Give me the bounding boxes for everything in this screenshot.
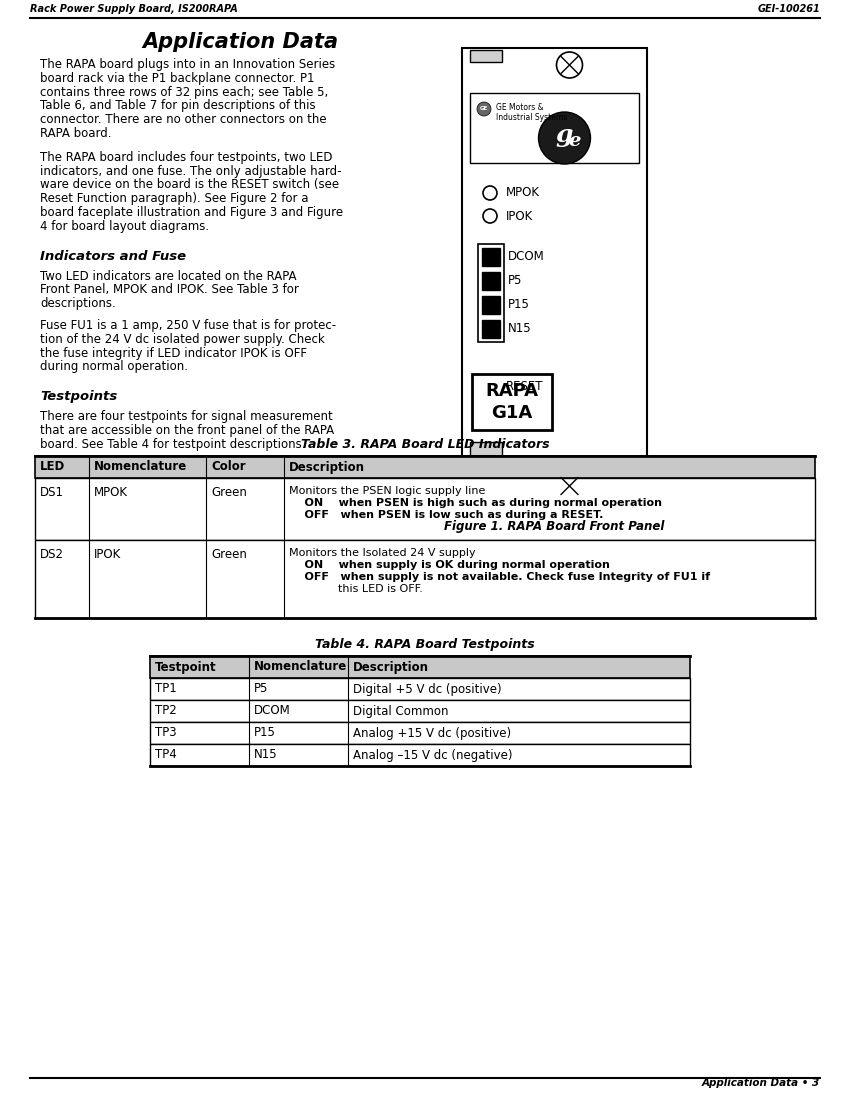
Text: Figure 1. RAPA Board Front Panel: Figure 1. RAPA Board Front Panel: [445, 520, 665, 534]
Text: TP4: TP4: [155, 748, 177, 761]
Text: MPOK: MPOK: [94, 486, 128, 499]
Bar: [482, 248, 500, 266]
Text: RAPA board.: RAPA board.: [40, 126, 111, 140]
Text: the fuse integrity if LED indicator IPOK is OFF: the fuse integrity if LED indicator IPOK…: [40, 346, 307, 360]
Bar: [35, 540, 815, 618]
Text: Table 6, and Table 7 for pin descriptions of this: Table 6, and Table 7 for pin description…: [40, 99, 315, 112]
Text: ware device on the board is the RESET switch (see: ware device on the board is the RESET sw…: [40, 178, 339, 191]
Text: IPOK: IPOK: [94, 548, 122, 561]
Text: P15: P15: [254, 726, 276, 739]
Text: G1A: G1A: [491, 404, 533, 422]
Text: g: g: [556, 123, 573, 147]
Bar: [482, 296, 500, 314]
Bar: [35, 456, 815, 478]
Text: Two LED indicators are located on the RAPA: Two LED indicators are located on the RA…: [40, 270, 297, 283]
Text: Testpoints: Testpoints: [40, 390, 117, 404]
Bar: [482, 272, 500, 290]
Text: this LED is OFF.: this LED is OFF.: [289, 584, 422, 594]
Text: contains three rows of 32 pins each; see Table 5,: contains three rows of 32 pins each; see…: [40, 86, 328, 99]
Text: GEI-100261: GEI-100261: [757, 4, 820, 14]
Bar: [478, 244, 504, 342]
Text: DCOM: DCOM: [254, 704, 291, 717]
Text: Application Data: Application Data: [142, 32, 338, 52]
Bar: [470, 94, 639, 163]
Bar: [150, 678, 690, 700]
Text: MPOK: MPOK: [506, 187, 540, 199]
Circle shape: [539, 112, 591, 164]
Text: e: e: [569, 132, 581, 150]
Text: Digital Common: Digital Common: [353, 704, 449, 717]
Text: ON    when supply is OK during normal operation: ON when supply is OK during normal opera…: [289, 560, 609, 570]
Text: Monitors the Isolated 24 V supply: Monitors the Isolated 24 V supply: [289, 548, 476, 558]
Text: TP1: TP1: [155, 682, 177, 695]
Text: OFF   when supply is not available. Check fuse Integrity of FU1 if: OFF when supply is not available. Check …: [289, 572, 710, 582]
Bar: [482, 320, 500, 338]
Text: Nomenclature: Nomenclature: [94, 461, 187, 473]
Text: Application Data • 3: Application Data • 3: [702, 1078, 820, 1088]
Text: Testpoint: Testpoint: [155, 660, 217, 673]
Bar: [150, 700, 690, 722]
Text: N15: N15: [508, 322, 531, 335]
Text: N15: N15: [254, 748, 278, 761]
Text: tion of the 24 V dc isolated power supply. Check: tion of the 24 V dc isolated power suppl…: [40, 333, 325, 345]
Text: Fuse FU1 is a 1 amp, 250 V fuse that is for protec-: Fuse FU1 is a 1 amp, 250 V fuse that is …: [40, 319, 336, 332]
Text: Nomenclature: Nomenclature: [254, 660, 348, 673]
Text: P5: P5: [254, 682, 269, 695]
Text: DS2: DS2: [40, 548, 64, 561]
Text: There are four testpoints for signal measurement: There are four testpoints for signal mea…: [40, 410, 332, 424]
Bar: [470, 442, 502, 456]
Text: Analog –15 V dc (negative): Analog –15 V dc (negative): [353, 748, 513, 761]
Text: during normal operation.: during normal operation.: [40, 361, 188, 373]
Text: Indicators and Fuse: Indicators and Fuse: [40, 250, 186, 263]
Text: indicators, and one fuse. The only adjustable hard-: indicators, and one fuse. The only adjus…: [40, 165, 342, 177]
Text: Color: Color: [211, 461, 246, 473]
Text: GE Motors &: GE Motors &: [496, 103, 544, 112]
Text: Description: Description: [289, 461, 365, 473]
Text: RESET: RESET: [506, 379, 543, 393]
Bar: [150, 656, 690, 678]
Bar: [472, 374, 552, 430]
Text: Table 4. RAPA Board Testpoints: Table 4. RAPA Board Testpoints: [315, 638, 535, 651]
Text: The RAPA board includes four testpoints, two LED: The RAPA board includes four testpoints,…: [40, 151, 332, 164]
Circle shape: [477, 102, 491, 116]
Text: TP3: TP3: [155, 726, 177, 739]
Text: TP2: TP2: [155, 704, 177, 717]
Text: board rack via the P1 backplane connector. P1: board rack via the P1 backplane connecto…: [40, 72, 314, 85]
Text: OFF   when PSEN is low such as during a RESET.: OFF when PSEN is low such as during a RE…: [289, 510, 604, 520]
Text: Table 3. RAPA Board LED Indicators: Table 3. RAPA Board LED Indicators: [301, 438, 549, 451]
Text: Front Panel, MPOK and IPOK. See Table 3 for: Front Panel, MPOK and IPOK. See Table 3 …: [40, 284, 299, 296]
Text: Description: Description: [353, 660, 429, 673]
Text: Analog +15 V dc (positive): Analog +15 V dc (positive): [353, 726, 511, 739]
Bar: [150, 722, 690, 744]
Text: RAPA: RAPA: [485, 382, 539, 400]
Text: P5: P5: [508, 275, 523, 287]
Text: Reset Function paragraph). See Figure 2 for a: Reset Function paragraph). See Figure 2 …: [40, 192, 309, 206]
Text: descriptions.: descriptions.: [40, 297, 116, 310]
Text: P15: P15: [508, 298, 530, 311]
Text: connector. There are no other connectors on the: connector. There are no other connectors…: [40, 113, 326, 127]
Text: LED: LED: [40, 461, 65, 473]
Text: 4 for board layout diagrams.: 4 for board layout diagrams.: [40, 220, 209, 233]
Text: IPOK: IPOK: [506, 209, 533, 222]
Text: Rack Power Supply Board, IS200RAPA: Rack Power Supply Board, IS200RAPA: [30, 4, 238, 14]
Text: Green: Green: [211, 486, 246, 499]
Bar: [150, 744, 690, 766]
Text: Digital +5 V dc (positive): Digital +5 V dc (positive): [353, 682, 502, 695]
Text: DS1: DS1: [40, 486, 64, 499]
Text: that are accessible on the front panel of the RAPA: that are accessible on the front panel o…: [40, 424, 334, 437]
Text: ON    when PSEN is high such as during normal operation: ON when PSEN is high such as during norm…: [289, 498, 662, 508]
Bar: [470, 50, 502, 62]
Circle shape: [486, 383, 494, 389]
Text: Industrial Systems: Industrial Systems: [496, 113, 567, 122]
Text: DCOM: DCOM: [508, 251, 545, 264]
Text: GE: GE: [480, 107, 488, 111]
Text: Green: Green: [211, 548, 246, 561]
Bar: [462, 48, 647, 508]
Text: board. See Table 4 for testpoint descriptions.: board. See Table 4 for testpoint descrip…: [40, 438, 305, 451]
Text: board faceplate illustration and Figure 3 and Figure: board faceplate illustration and Figure …: [40, 206, 343, 219]
Bar: [35, 478, 815, 540]
Text: The RAPA board plugs into in an Innovation Series: The RAPA board plugs into in an Innovati…: [40, 58, 335, 72]
Text: Monitors the PSEN logic supply line: Monitors the PSEN logic supply line: [289, 486, 485, 496]
